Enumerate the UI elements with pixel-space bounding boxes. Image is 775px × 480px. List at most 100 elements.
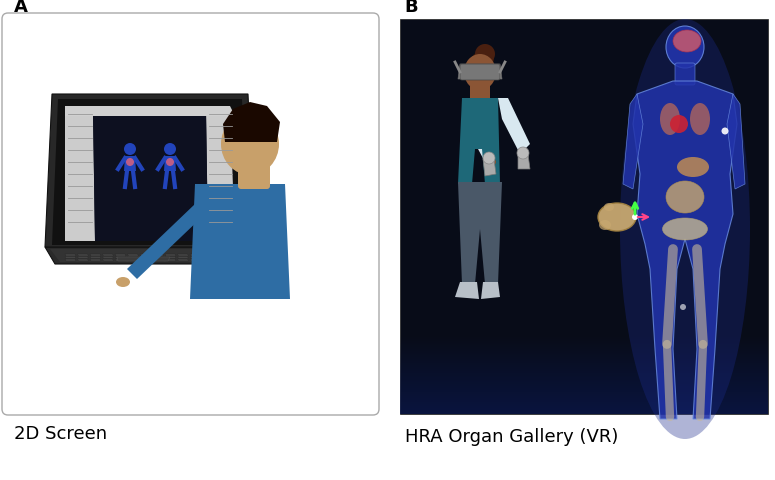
Polygon shape: [623, 95, 643, 190]
Polygon shape: [190, 254, 201, 256]
Polygon shape: [78, 260, 88, 262]
Ellipse shape: [604, 204, 614, 212]
Polygon shape: [400, 362, 768, 363]
Polygon shape: [65, 257, 76, 259]
Polygon shape: [215, 257, 226, 259]
Polygon shape: [400, 394, 768, 395]
Polygon shape: [228, 257, 239, 259]
Polygon shape: [400, 369, 768, 370]
Polygon shape: [400, 386, 768, 387]
Polygon shape: [400, 385, 768, 386]
Polygon shape: [400, 397, 768, 398]
Polygon shape: [400, 378, 768, 379]
Polygon shape: [400, 395, 768, 396]
Polygon shape: [90, 254, 101, 256]
Polygon shape: [400, 367, 768, 368]
Polygon shape: [400, 361, 768, 362]
Polygon shape: [400, 398, 768, 399]
Polygon shape: [400, 358, 768, 359]
Polygon shape: [90, 260, 101, 262]
Polygon shape: [458, 65, 502, 80]
Polygon shape: [78, 257, 88, 259]
Polygon shape: [153, 254, 164, 256]
Polygon shape: [400, 413, 768, 414]
Polygon shape: [455, 282, 479, 300]
Polygon shape: [483, 160, 496, 177]
Ellipse shape: [598, 204, 636, 231]
Polygon shape: [400, 345, 768, 346]
Text: HRA Organ Gallery (VR): HRA Organ Gallery (VR): [405, 427, 618, 445]
Ellipse shape: [690, 104, 710, 136]
Polygon shape: [128, 254, 139, 256]
Polygon shape: [65, 107, 235, 241]
Polygon shape: [400, 356, 768, 357]
Polygon shape: [400, 401, 768, 402]
Polygon shape: [400, 371, 768, 372]
Polygon shape: [228, 260, 239, 262]
Polygon shape: [400, 407, 768, 408]
Polygon shape: [102, 260, 113, 262]
Polygon shape: [400, 366, 768, 367]
Polygon shape: [65, 254, 76, 256]
Ellipse shape: [116, 277, 130, 288]
Circle shape: [670, 116, 688, 134]
Polygon shape: [400, 377, 768, 378]
Polygon shape: [400, 340, 768, 341]
Polygon shape: [400, 388, 768, 389]
Polygon shape: [102, 257, 113, 259]
Polygon shape: [498, 99, 530, 155]
Ellipse shape: [663, 218, 708, 240]
Circle shape: [126, 159, 134, 167]
Ellipse shape: [660, 104, 680, 136]
Polygon shape: [400, 374, 768, 375]
Polygon shape: [228, 254, 239, 256]
Polygon shape: [190, 260, 201, 262]
Polygon shape: [400, 341, 768, 342]
Polygon shape: [400, 364, 768, 365]
Polygon shape: [206, 107, 235, 241]
Polygon shape: [458, 182, 502, 285]
Polygon shape: [223, 103, 280, 143]
FancyBboxPatch shape: [238, 160, 270, 190]
Ellipse shape: [221, 114, 279, 176]
Ellipse shape: [673, 31, 701, 53]
Polygon shape: [400, 352, 768, 353]
Polygon shape: [190, 257, 201, 259]
Polygon shape: [400, 402, 768, 403]
Text: B: B: [404, 0, 418, 16]
Polygon shape: [400, 399, 768, 400]
Polygon shape: [400, 350, 768, 351]
Polygon shape: [140, 254, 151, 256]
Polygon shape: [400, 355, 768, 356]
Polygon shape: [400, 381, 768, 382]
Polygon shape: [127, 204, 203, 279]
Polygon shape: [400, 344, 768, 345]
Polygon shape: [400, 387, 768, 388]
Circle shape: [722, 128, 728, 135]
Polygon shape: [128, 260, 139, 262]
Polygon shape: [400, 363, 768, 364]
Polygon shape: [400, 390, 768, 391]
Polygon shape: [400, 353, 768, 354]
Polygon shape: [400, 410, 768, 411]
Ellipse shape: [677, 157, 709, 178]
Polygon shape: [400, 373, 768, 374]
Polygon shape: [93, 117, 208, 241]
Polygon shape: [140, 257, 151, 259]
Polygon shape: [78, 254, 88, 256]
Polygon shape: [400, 403, 768, 404]
Circle shape: [164, 144, 176, 156]
Polygon shape: [400, 383, 768, 384]
Polygon shape: [65, 107, 235, 117]
Polygon shape: [400, 359, 768, 360]
Polygon shape: [215, 260, 226, 262]
Polygon shape: [400, 354, 768, 355]
FancyBboxPatch shape: [2, 14, 379, 415]
Polygon shape: [115, 257, 126, 259]
Polygon shape: [164, 156, 176, 172]
Ellipse shape: [666, 27, 704, 69]
Polygon shape: [400, 412, 768, 413]
Polygon shape: [165, 260, 176, 262]
Polygon shape: [400, 411, 768, 412]
Polygon shape: [400, 370, 768, 371]
